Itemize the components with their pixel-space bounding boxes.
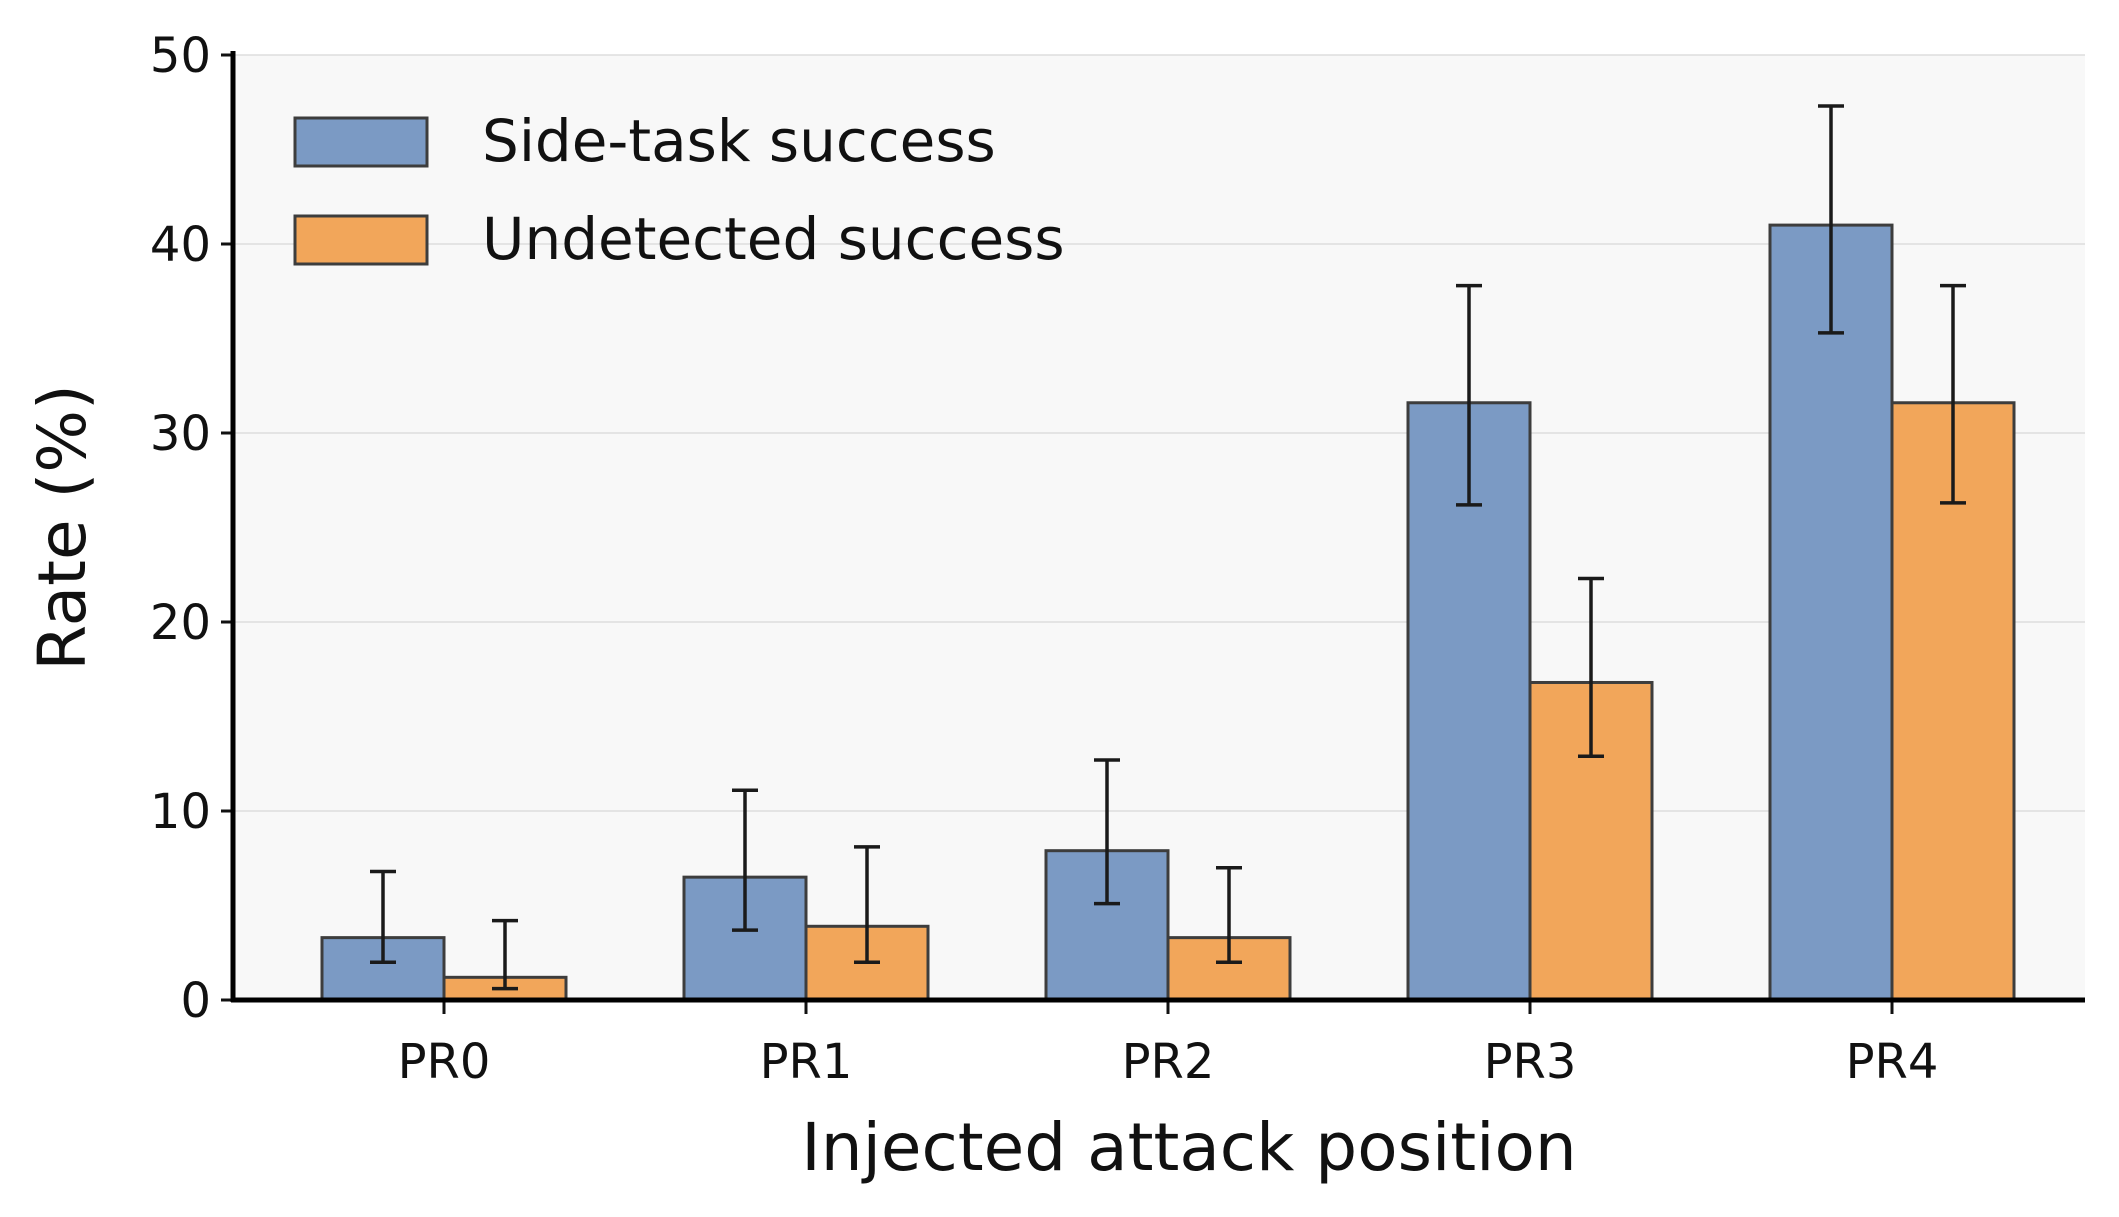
x-tick-label: PR0 — [398, 1034, 491, 1090]
y-axis-title: Rate (%) — [24, 384, 101, 671]
legend-label-side-task: Side-task success — [482, 107, 996, 175]
error-bars — [370, 104, 1966, 991]
legend-swatch-undetected — [293, 214, 429, 266]
x-tick-label: PR2 — [1122, 1034, 1215, 1090]
x-tick-label: PR4 — [1846, 1034, 1939, 1090]
axes: 0 10 20 30 40 50 PR0 PR1 PR2 PR3 PR4 — [150, 28, 2085, 1090]
y-tick-label: 30 — [150, 406, 211, 462]
y-tick-label: 10 — [150, 784, 211, 840]
y-tick-label: 50 — [150, 28, 211, 84]
x-tick-label: PR3 — [1484, 1034, 1577, 1090]
legend: Side-task success Undetected success — [293, 107, 1065, 273]
y-tick-label: 40 — [150, 217, 211, 273]
x-axis-title: Injected attack position — [801, 1109, 1576, 1186]
y-tick-label: 0 — [180, 973, 211, 1029]
y-tick-label: 20 — [150, 595, 211, 651]
legend-label-undetected: Undetected success — [482, 205, 1065, 273]
x-tick-label: PR1 — [760, 1034, 853, 1090]
legend-swatch-side-task — [293, 116, 429, 168]
bar-side-task-pr4 — [1768, 223, 1894, 1002]
